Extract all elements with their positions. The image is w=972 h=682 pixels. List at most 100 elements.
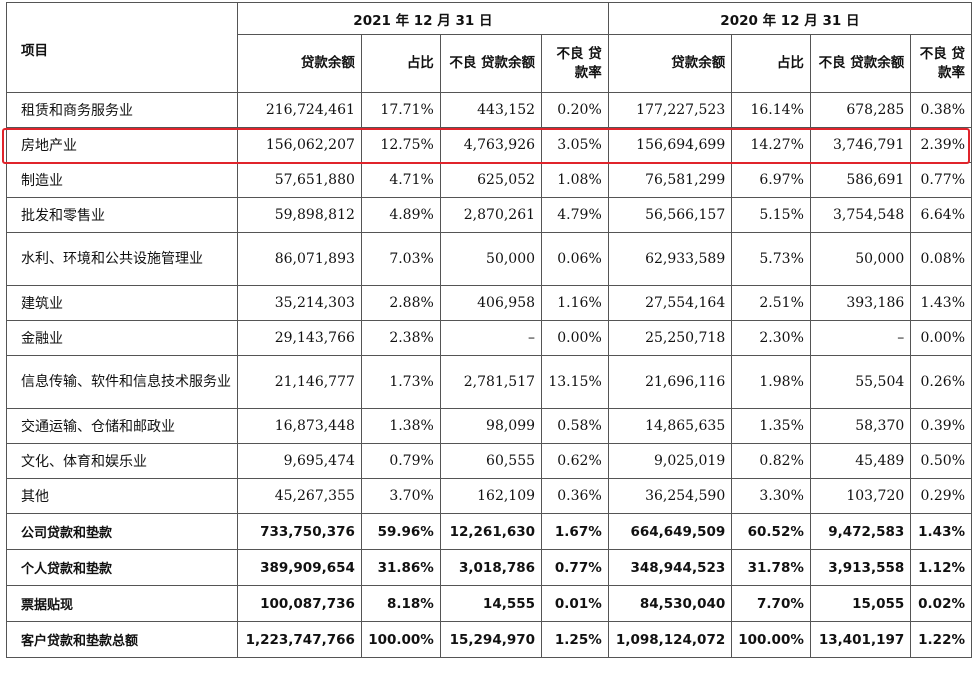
row-value: 0.26% (910, 355, 972, 409)
row-value: 55,504 (809, 355, 912, 409)
row-value: 2.38% (360, 320, 441, 356)
header-npl-2021: 不良 贷款余额 (439, 34, 543, 93)
row-value: 98,099 (439, 408, 543, 444)
header-row-columns: 贷款余额 占比 不良 贷款余额 不良 贷款率 贷款余额 占比 不良 贷款余额 不… (7, 34, 972, 93)
row-value: 62,933,589 (607, 232, 733, 286)
header-npl-rate-2020: 不良 贷款率 (910, 34, 972, 93)
row-value: 16,873,448 (237, 408, 362, 444)
row-value: 3.70% (360, 478, 441, 514)
row-value: – (439, 320, 543, 356)
row-label: 文化、体育和娱乐业 (6, 443, 238, 479)
row-value: 1.35% (731, 408, 811, 444)
row-value: 21,696,116 (607, 355, 733, 409)
row-value: 14,865,635 (607, 408, 733, 444)
row-value: 443,152 (439, 92, 543, 128)
row-value: 100.00% (731, 621, 811, 658)
row-value: 14,555 (439, 585, 543, 622)
header-share-2021: 占比 (360, 34, 441, 93)
row-value: 625,052 (439, 162, 543, 198)
row-value: 84,530,040 (607, 585, 733, 622)
row-value: 393,186 (809, 285, 912, 321)
row-value: 1.98% (731, 355, 811, 409)
row-value: 3,754,548 (809, 197, 912, 233)
row-value: 56,566,157 (607, 197, 733, 233)
row-value: 9,025,019 (607, 443, 733, 479)
row-value: 586,691 (809, 162, 912, 198)
row-value: 348,944,523 (607, 549, 733, 586)
row-value: 103,720 (809, 478, 912, 514)
row-value: 0.00% (541, 320, 609, 356)
row-value: 6.97% (731, 162, 811, 198)
row-value: 16.14% (731, 92, 811, 128)
row-value: – (809, 320, 912, 356)
table-row: 信息传输、软件和信息技术服务业 21,146,777 1.73% 2,781,517 1… (6, 355, 972, 409)
row-label: 制造业 (6, 162, 238, 198)
row-value: 7.03% (360, 232, 441, 286)
row-value: 216,724,461 (237, 92, 362, 128)
row-value: 58,370 (809, 408, 912, 444)
row-value: 1.12% (910, 549, 972, 586)
row-value: 21,146,777 (237, 355, 362, 409)
row-value: 406,958 (439, 285, 543, 321)
row-label: 客户贷款和垫款总额 (6, 621, 238, 658)
table-row: 制造业 57,651,880 4.71% 625,052 1.08% 76,581,299… (6, 162, 972, 198)
row-value: 0.01% (541, 585, 609, 622)
row-value: 100,087,736 (237, 585, 362, 622)
row-value: 2.88% (360, 285, 441, 321)
row-label: 信息传输、软件和信息技术服务业 (6, 355, 238, 409)
header-balance-2020: 贷款余额 (607, 34, 733, 93)
row-value: 1.43% (910, 285, 972, 321)
row-value: 1.38% (360, 408, 441, 444)
row-label: 公司贷款和垫款 (6, 513, 238, 550)
row-value: 0.36% (541, 478, 609, 514)
loan-industry-table: 项目 2021 年 12 月 31 日 2020 年 12 月 31 日 贷款余… (6, 2, 972, 658)
row-value: 2.51% (731, 285, 811, 321)
row-value: 0.82% (731, 443, 811, 479)
row-value: 4,763,926 (439, 127, 543, 163)
row-value: 36,254,590 (607, 478, 733, 514)
row-value: 0.08% (910, 232, 972, 286)
table-row: 建筑业 35,214,303 2.88% 406,958 1.16% 27,554,164… (6, 285, 972, 321)
row-value: 2,870,261 (439, 197, 543, 233)
row-value: 6.64% (910, 197, 972, 233)
row-value: 1.73% (360, 355, 441, 409)
summary-row: 客户贷款和垫款总额 1,223,747,766 100.00% 15,294,970 1… (6, 621, 972, 658)
row-value: 8.18% (360, 585, 441, 622)
row-value: 17.71% (360, 92, 441, 128)
row-value: 0.38% (910, 92, 972, 128)
table-row: 房地产业 156,062,207 12.75% 4,763,926 3.05% 156,6… (6, 127, 972, 163)
row-value: 3.30% (731, 478, 811, 514)
row-label: 金融业 (6, 320, 238, 356)
row-value: 3,913,558 (809, 549, 912, 586)
row-value: 0.77% (541, 549, 609, 586)
row-value: 1,098,124,072 (607, 621, 733, 658)
row-value: 0.20% (541, 92, 609, 128)
row-label: 票据贴现 (6, 585, 238, 622)
row-value: 1.43% (910, 513, 972, 550)
table-row: 交通运输、仓储和邮政业 16,873,448 1.38% 98,099 0.58% 14,… (6, 408, 972, 444)
row-value: 389,909,654 (237, 549, 362, 586)
table-row: 文化、体育和娱乐业 9,695,474 0.79% 60,555 0.62% 9,025,… (6, 443, 972, 479)
row-value: 50,000 (439, 232, 543, 286)
row-label: 批发和零售业 (6, 197, 238, 233)
row-value: 50,000 (809, 232, 912, 286)
row-value: 1.16% (541, 285, 609, 321)
row-value: 733,750,376 (237, 513, 362, 550)
header-npl-rate-2021: 不良 贷款率 (541, 34, 609, 93)
header-balance-2021: 贷款余额 (237, 34, 362, 93)
row-value: 1.25% (541, 621, 609, 658)
row-value: 31.78% (731, 549, 811, 586)
row-value: 0.02% (910, 585, 972, 622)
table-row: 其他 45,267,355 3.70% 162,109 0.36% 36,254,590 3… (6, 478, 972, 514)
row-value: 9,472,583 (809, 513, 912, 550)
row-value: 664,649,509 (607, 513, 733, 550)
row-value: 3.05% (541, 127, 609, 163)
row-value: 3,018,786 (439, 549, 543, 586)
summary-row: 个人贷款和垫款 389,909,654 31.86% 3,018,786 0.77% 34… (6, 549, 972, 586)
row-value: 29,143,766 (237, 320, 362, 356)
row-value: 7.70% (731, 585, 811, 622)
row-value: 156,062,207 (237, 127, 362, 163)
row-value: 45,267,355 (237, 478, 362, 514)
table-body: 租赁和商务服务业 216,724,461 17.71% 443,152 0.20% 177… (6, 92, 972, 658)
row-value: 12,261,630 (439, 513, 543, 550)
